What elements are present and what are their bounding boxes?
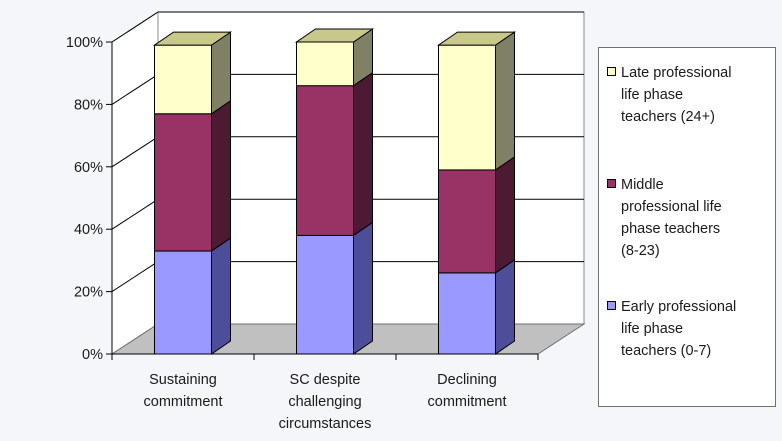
y-tick-label: 20% [74,285,103,301]
gridline [111,73,159,105]
y-tick-label: 0% [82,347,103,363]
bar-side [495,258,515,355]
legend-label-line: phase teachers [621,221,721,237]
legend-swatch-early [607,301,616,310]
legend-swatch-late [607,67,616,76]
y-tick-label: 60% [74,160,103,176]
bar-segment [154,250,212,355]
x-tick-label: Sustaining [149,372,217,388]
bar-side [495,31,515,171]
x-tick-label: SC despite [290,372,361,388]
legend-label-line: Middle [621,177,664,193]
bar-side [211,31,231,115]
bar-top [152,31,233,46]
x-tick-label: Declining [437,372,497,388]
legend: Late professional life phase teachers (2… [598,47,776,407]
bar-segment [154,44,212,115]
bar-segment [438,169,496,274]
legend-label-line: life phase [621,321,684,337]
gridline [111,261,159,293]
bar-side [353,221,373,355]
legend-label-line: teachers (24+) [621,109,715,125]
x-tick-label: circumstances [279,416,372,432]
gridline [111,11,159,43]
bar-side [353,71,373,237]
gridline [111,198,159,230]
legend-swatch-middle [607,179,616,188]
legend-label-line: (8-23) [621,243,660,259]
y-tick-label: 80% [74,97,103,113]
bar-segment [154,113,212,252]
legend-label-line: life phase [621,87,684,103]
bar-top [294,28,375,43]
y-tick-label: 40% [74,222,103,238]
y-tick-label: 100% [66,35,103,51]
bar-segment [438,272,496,355]
bar-segment [296,41,354,87]
gridline [111,136,159,168]
side-wall [111,11,159,355]
legend-label-line: teachers (0-7) [621,343,712,359]
legend-label-line: professional life [621,199,722,215]
bar-side [211,99,231,252]
bar-segment [296,234,354,355]
bar-top [436,31,517,46]
legend-label-line: Early professional [621,299,737,315]
bar-segment [296,85,354,236]
bar-side [495,155,515,274]
bar-segment [438,44,496,171]
x-tick-label: challenging [288,394,361,410]
bar-side [211,237,231,355]
legend-label-line: Late professional [621,65,732,81]
x-tick-label: commitment [144,394,223,410]
x-tick-label: commitment [428,394,507,410]
